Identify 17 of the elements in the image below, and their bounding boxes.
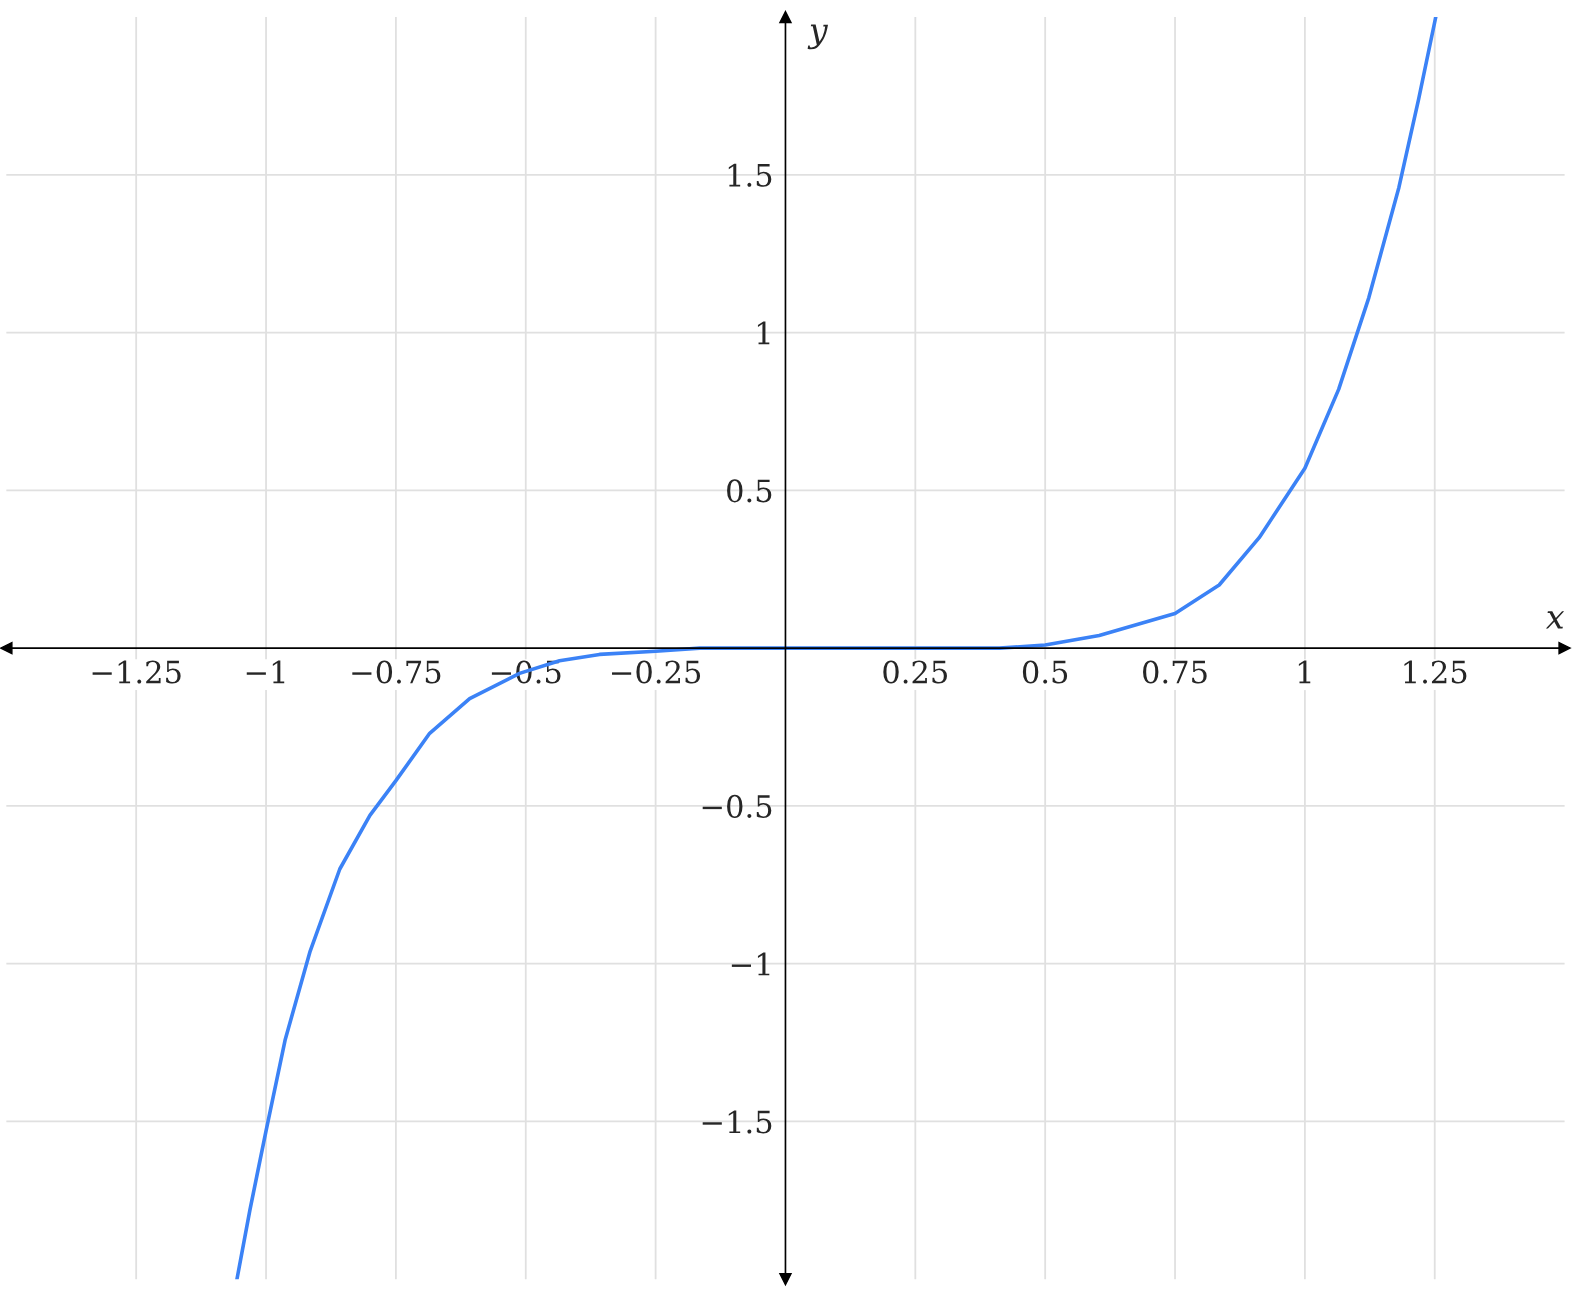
x-tick-label: 0.25 [883, 660, 947, 684]
y-tick-label: −1 [731, 952, 770, 976]
x-tick-label: −1 [246, 660, 285, 684]
y-tick-label: −0.5 [702, 794, 772, 818]
x-tick-label: 1 [1298, 660, 1311, 684]
x-tick-label: 0.75 [1143, 660, 1207, 684]
x-tick-label: −0.25 [612, 660, 701, 684]
x-tick-label: 0.5 [1022, 660, 1068, 684]
y-tick-label: 1 [757, 321, 770, 345]
x-tick-label: −1.25 [92, 660, 181, 684]
x-axis-title: x [1545, 611, 1565, 629]
y-axis-title: y [807, 24, 829, 50]
y-tick-label: 1.5 [728, 163, 772, 187]
x-tick-label: 1.25 [1404, 660, 1467, 684]
y-tick-label: −1.5 [702, 1110, 772, 1134]
x-tick-label: −0.75 [352, 660, 441, 684]
y-tick-label: 0.5 [727, 479, 772, 503]
